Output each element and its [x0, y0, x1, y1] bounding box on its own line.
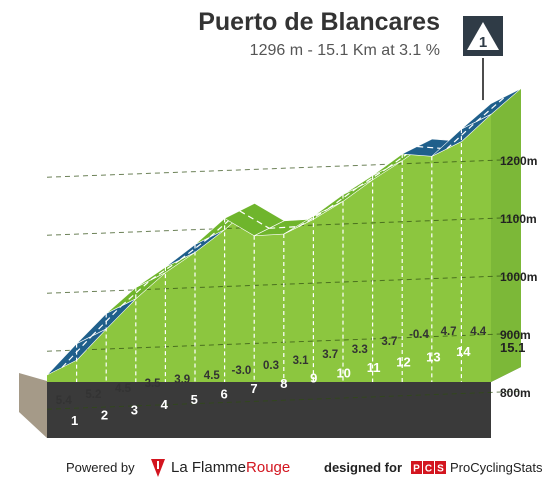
km-number-label: 11 — [367, 360, 381, 375]
km-gradient-label: 4.5 — [115, 383, 132, 395]
powered-by-text: Powered by — [66, 460, 135, 475]
km-number-label: 5 — [191, 392, 198, 407]
la-flamme-rouge-logo-icon — [151, 459, 165, 477]
km-gradient-label: 4.4 — [470, 326, 487, 338]
km-number-label: 12 — [396, 355, 410, 370]
total-distance-label: 15.1 — [500, 340, 525, 355]
gradient-segment — [461, 88, 522, 130]
climb-title: Puerto de Blancares — [198, 8, 440, 36]
y-tick-label: 800m — [500, 386, 531, 400]
km-number-label: 9 — [310, 371, 317, 386]
km-gradient-label: 5.2 — [85, 389, 101, 401]
km-number-label: 8 — [280, 376, 287, 391]
km-number-label: 3 — [131, 402, 138, 417]
km-number-label: 13 — [426, 349, 440, 364]
km-gradient-label: 3.9 — [174, 374, 190, 386]
y-tick-label: 1200m — [500, 154, 537, 168]
pcs-letter-s: S — [437, 464, 444, 475]
km-number-label: 4 — [161, 397, 169, 412]
segment-centerline — [239, 210, 270, 229]
km-gradient-label: 0.3 — [263, 360, 279, 372]
category-badge-number: 1 — [479, 34, 487, 51]
km-gradient-label: -0.4 — [409, 329, 429, 341]
segment-centerline — [180, 236, 211, 261]
km-number-label: 2 — [101, 408, 108, 423]
lfr-brand-part-b: Rouge — [246, 459, 291, 476]
km-gradient-label: 4.5 — [204, 370, 221, 382]
segment-centerline — [298, 208, 329, 228]
profile-side-face — [491, 88, 521, 382]
segment-centerline — [357, 167, 388, 188]
segment-centerline — [476, 95, 507, 123]
y-tick-label: 1000m — [500, 270, 537, 284]
pcs-letter-p: P — [413, 464, 420, 475]
procyclingstats-link[interactable]: ProCyclingStats — [450, 460, 543, 475]
km-gradient-label: 3.7 — [381, 336, 397, 348]
lfr-brand-part-a: La Flamme — [171, 459, 247, 476]
category-triangle-icon — [467, 22, 499, 50]
climb-profile-chart: 800m 900m 1000m 1100m 1200m 5.4 5.2 4.5 3.5 3.9 4… — [19, 16, 537, 438]
y-tick-label: 900m — [500, 328, 531, 342]
grid-line — [46, 158, 522, 178]
pcs-logo-icon: P C S — [411, 461, 446, 475]
segment-centerline — [269, 225, 299, 229]
start-block-face — [19, 373, 47, 438]
designed-for-text: designed for — [324, 460, 403, 475]
segment-centerline — [446, 121, 477, 150]
km-number-label: 14 — [456, 344, 471, 359]
base-front-face — [47, 382, 491, 438]
grid-line — [46, 390, 522, 410]
segment-centerline — [120, 279, 152, 307]
footer: Powered by La FlammeRouge designed for P… — [0, 455, 555, 481]
km-gradient-label: 3.7 — [322, 349, 338, 361]
km-number-label: 1 — [71, 413, 78, 428]
km-gradient-label: 3.3 — [352, 344, 368, 356]
km-gradient-label: 3.5 — [145, 378, 162, 390]
km-gradient-label: 3.1 — [293, 355, 310, 367]
km-number-label: 7 — [250, 381, 257, 396]
pcs-letter-c: C — [425, 464, 432, 475]
km-gradient-label: 4.7 — [441, 326, 457, 338]
y-tick-label: 1100m — [500, 212, 537, 226]
climb-subtitle: 1296 m - 15.1 Km at 3.1 % — [249, 42, 440, 59]
la-flamme-rouge-link[interactable]: La FlammeRouge — [171, 459, 290, 476]
segment-centerline — [328, 186, 359, 210]
km-number-label: 10 — [336, 365, 350, 380]
km-gradient-label: 5.4 — [56, 395, 73, 407]
km-number-label: 6 — [220, 387, 227, 402]
km-gradient-label: -3.0 — [231, 365, 251, 377]
segment-centerline — [150, 259, 181, 281]
